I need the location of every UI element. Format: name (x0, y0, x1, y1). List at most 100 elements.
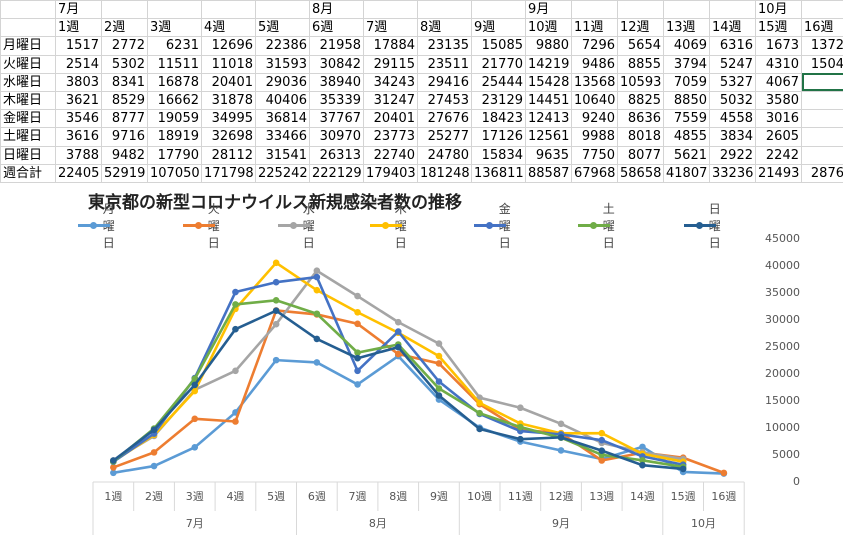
value-cell[interactable]: 8018 (617, 127, 664, 147)
week-cell[interactable]: 8週 (417, 18, 472, 38)
value-cell[interactable]: 1504 (801, 54, 843, 74)
value-cell[interactable]: 3834 (709, 127, 756, 147)
month-cell[interactable] (363, 0, 418, 20)
value-cell[interactable]: 15428 (525, 72, 572, 92)
value-cell[interactable]: 17126 (471, 127, 526, 147)
value-cell[interactable]: 67968 (571, 163, 618, 184)
value-cell[interactable]: 40406 (255, 90, 310, 111)
value-cell[interactable] (801, 90, 843, 111)
value-cell[interactable]: 8529 (101, 90, 148, 111)
week-cell[interactable]: 2週 (101, 18, 148, 38)
value-cell[interactable]: 7059 (663, 72, 710, 92)
value-cell[interactable]: 31878 (201, 90, 256, 111)
value-cell[interactable]: 14451 (525, 90, 572, 111)
value-cell[interactable]: 33466 (255, 127, 310, 147)
value-cell[interactable]: 23511 (417, 54, 472, 74)
value-cell[interactable]: 9635 (525, 145, 572, 165)
value-cell[interactable]: 28112 (201, 145, 256, 165)
value-cell[interactable]: 30842 (309, 54, 364, 74)
month-cell[interactable]: 9月 (525, 0, 572, 20)
month-cell[interactable]: 8月 (309, 0, 364, 20)
value-cell[interactable]: 225242 (255, 163, 310, 184)
value-cell[interactable]: 3580 (755, 90, 802, 111)
value-cell[interactable]: 32698 (201, 127, 256, 147)
value-cell[interactable]: 8341 (101, 72, 148, 92)
month-cell[interactable]: 7月 (55, 0, 102, 20)
value-cell[interactable]: 11018 (201, 54, 256, 74)
value-cell[interactable]: 21770 (471, 54, 526, 74)
cell-empty[interactable] (0, 18, 56, 38)
value-cell[interactable]: 2514 (55, 54, 102, 74)
value-cell[interactable]: 31541 (255, 145, 310, 165)
selected-cell[interactable] (801, 72, 843, 92)
value-cell[interactable]: 29416 (417, 72, 472, 92)
value-cell[interactable]: 10640 (571, 90, 618, 111)
value-cell[interactable]: 25277 (417, 127, 472, 147)
value-cell[interactable]: 8825 (617, 90, 664, 111)
value-cell[interactable]: 4069 (663, 36, 710, 56)
value-cell[interactable]: 33236 (709, 163, 756, 184)
value-cell[interactable]: 5302 (101, 54, 148, 74)
value-cell[interactable]: 3621 (55, 90, 102, 111)
month-cell[interactable] (709, 0, 756, 20)
value-cell[interactable]: 5327 (709, 72, 756, 92)
value-cell[interactable]: 52919 (101, 163, 148, 184)
value-cell[interactable]: 22405 (55, 163, 102, 184)
value-cell[interactable]: 16662 (147, 90, 202, 111)
value-cell[interactable] (801, 127, 843, 147)
value-cell[interactable]: 16878 (147, 72, 202, 92)
week-cell[interactable]: 16週 (801, 18, 843, 38)
value-cell[interactable]: 8077 (617, 145, 664, 165)
value-cell[interactable]: 22740 (363, 145, 418, 165)
value-cell[interactable]: 27453 (417, 90, 472, 111)
value-cell[interactable]: 8777 (101, 109, 148, 129)
value-cell[interactable]: 17790 (147, 145, 202, 165)
value-cell[interactable]: 1372 (801, 36, 843, 56)
value-cell[interactable]: 9240 (571, 109, 618, 129)
value-cell[interactable]: 13568 (571, 72, 618, 92)
value-cell[interactable]: 22386 (255, 36, 310, 56)
value-cell[interactable]: 222129 (309, 163, 364, 184)
month-cell[interactable] (255, 0, 310, 20)
row-label-cell[interactable]: 木曜日 (0, 90, 56, 111)
value-cell[interactable]: 34995 (201, 109, 256, 129)
row-label-cell[interactable]: 水曜日 (0, 72, 56, 92)
chart-object[interactable]: 東京都の新型コロナウイルス新規感染者数の推移 月曜日 火曜日水曜日木曜日 金曜日 土曜… (0, 184, 843, 535)
value-cell[interactable]: 2922 (709, 145, 756, 165)
value-cell[interactable]: 3616 (55, 127, 102, 147)
value-cell[interactable]: 9486 (571, 54, 618, 74)
value-cell[interactable]: 17884 (363, 36, 418, 56)
value-cell[interactable]: 58658 (617, 163, 664, 184)
value-cell[interactable]: 29115 (363, 54, 418, 74)
value-cell[interactable]: 7296 (571, 36, 618, 56)
value-cell[interactable]: 2605 (755, 127, 802, 147)
value-cell[interactable]: 25444 (471, 72, 526, 92)
row-label-cell[interactable]: 日曜日 (0, 145, 56, 165)
week-cell[interactable]: 1週 (55, 18, 102, 38)
value-cell[interactable]: 9482 (101, 145, 148, 165)
week-cell[interactable]: 13週 (663, 18, 710, 38)
value-cell[interactable]: 9880 (525, 36, 572, 56)
value-cell[interactable]: 14219 (525, 54, 572, 74)
value-cell[interactable]: 4067 (755, 72, 802, 92)
value-cell[interactable]: 11511 (147, 54, 202, 74)
value-cell[interactable]: 1517 (55, 36, 102, 56)
week-cell[interactable]: 6週 (309, 18, 364, 38)
value-cell[interactable]: 4855 (663, 127, 710, 147)
value-cell[interactable]: 34243 (363, 72, 418, 92)
value-cell[interactable]: 30970 (309, 127, 364, 147)
value-cell[interactable]: 4558 (709, 109, 756, 129)
value-cell[interactable]: 88587 (525, 163, 572, 184)
week-cell[interactable]: 11週 (571, 18, 618, 38)
value-cell[interactable] (801, 109, 843, 129)
month-cell[interactable] (417, 0, 472, 20)
value-cell[interactable]: 5621 (663, 145, 710, 165)
month-cell[interactable] (471, 0, 526, 20)
value-cell[interactable]: 2242 (755, 145, 802, 165)
week-cell[interactable]: 14週 (709, 18, 756, 38)
value-cell[interactable]: 29036 (255, 72, 310, 92)
value-cell[interactable]: 21493 (755, 163, 802, 184)
value-cell[interactable]: 23773 (363, 127, 418, 147)
value-cell[interactable]: 5654 (617, 36, 664, 56)
value-cell[interactable]: 171798 (201, 163, 256, 184)
